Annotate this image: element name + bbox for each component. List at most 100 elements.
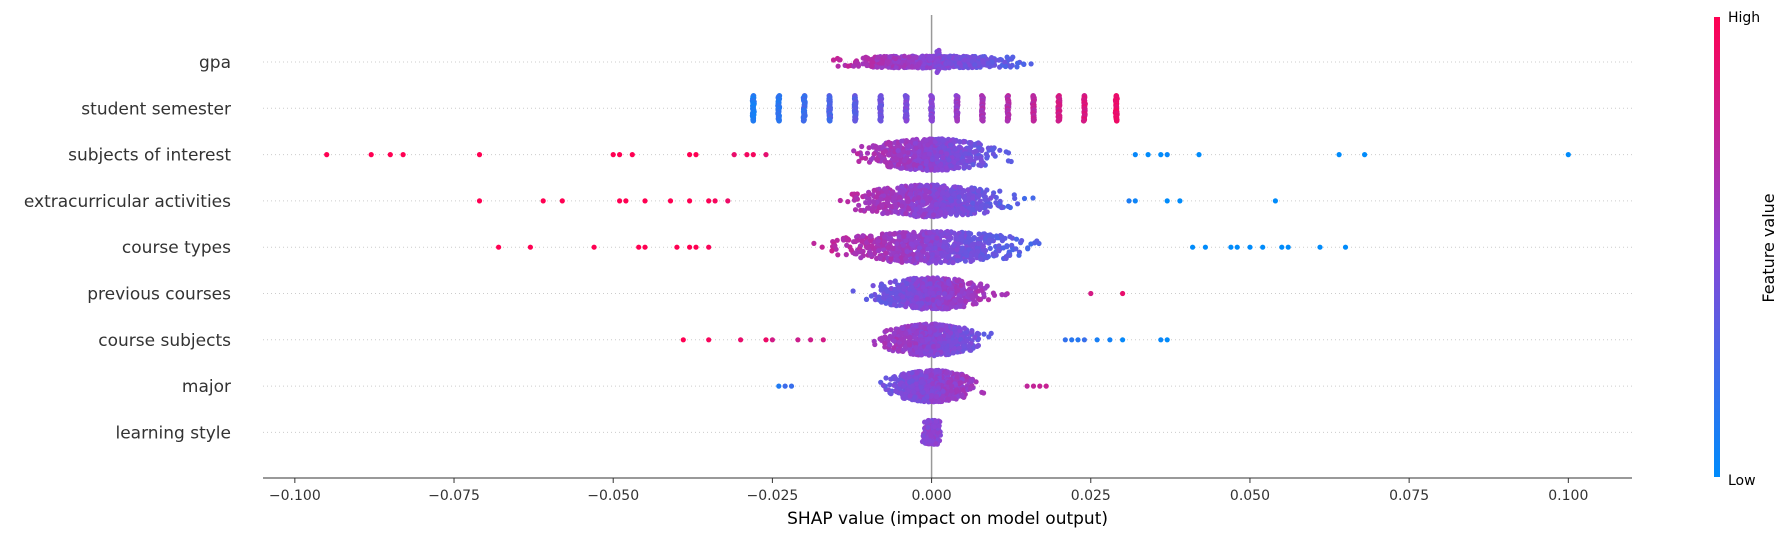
- point-course-types: [900, 242, 907, 248]
- point-course-types: [1032, 240, 1038, 246]
- point-subjects-of-interest: [864, 150, 871, 156]
- point-course-subjects: [891, 338, 897, 344]
- point-previous-courses: [911, 288, 917, 294]
- point-gpa: [869, 63, 875, 69]
- point-student-semester: [800, 118, 807, 124]
- point-previous-courses: [868, 293, 875, 299]
- point-extracurricular-activities: [948, 198, 955, 204]
- point-extracurricular-activities: [642, 198, 648, 204]
- point-course-subjects: [957, 328, 963, 334]
- point-course-subjects: [943, 345, 950, 351]
- point-extracurricular-activities: [953, 212, 960, 218]
- point-course-types: [829, 248, 835, 254]
- point-course-types: [1234, 244, 1240, 250]
- point-course-types: [894, 241, 900, 247]
- point-course-subjects: [1069, 337, 1075, 343]
- point-subjects-of-interest: [925, 142, 931, 148]
- point-course-types: [853, 238, 859, 245]
- point-extracurricular-activities: [907, 191, 914, 197]
- point-course-types: [819, 244, 825, 250]
- point-gpa: [835, 63, 841, 69]
- point-subjects-of-interest: [989, 147, 995, 153]
- point-course-types: [904, 249, 910, 255]
- point-extracurricular-activities: [1012, 195, 1018, 201]
- point-extracurricular-activities: [879, 203, 885, 209]
- point-gpa: [906, 54, 912, 60]
- point-course-subjects: [769, 337, 776, 343]
- point-previous-courses: [1120, 290, 1126, 297]
- point-extracurricular-activities: [845, 199, 851, 205]
- point-previous-courses: [936, 301, 942, 307]
- point-subjects-of-interest: [934, 153, 940, 159]
- point-course-types: [990, 251, 996, 257]
- point-subjects-of-interest: [936, 136, 942, 142]
- point-course-subjects: [981, 331, 987, 337]
- point-extracurricular-activities: [903, 210, 909, 217]
- point-extracurricular-activities: [923, 187, 929, 193]
- point-previous-courses: [990, 290, 997, 296]
- point-subjects-of-interest: [941, 144, 947, 150]
- point-course-types: [911, 257, 917, 263]
- point-subjects-of-interest: [882, 159, 888, 165]
- point-subjects-of-interest: [973, 155, 979, 161]
- point-previous-courses: [942, 305, 949, 311]
- point-extracurricular-activities: [908, 183, 914, 189]
- point-subjects-of-interest: [1158, 152, 1164, 158]
- point-extracurricular-activities: [934, 191, 941, 197]
- point-gpa: [980, 54, 986, 60]
- point-course-subjects: [938, 327, 944, 333]
- point-course-types: [527, 244, 534, 250]
- point-course-subjects: [795, 337, 801, 343]
- point-previous-courses: [883, 300, 889, 306]
- point-course-types: [875, 238, 881, 244]
- point-extracurricular-activities: [884, 197, 890, 203]
- point-subjects-of-interest: [863, 155, 869, 161]
- point-course-types: [999, 234, 1005, 240]
- point-subjects-of-interest: [962, 151, 969, 157]
- point-student-semester: [1080, 118, 1087, 124]
- point-previous-courses: [894, 295, 901, 301]
- point-course-types: [591, 244, 597, 250]
- point-student-semester: [903, 118, 910, 124]
- point-course-types: [996, 248, 1002, 254]
- point-gpa: [901, 53, 908, 59]
- point-previous-courses: [949, 300, 956, 306]
- point-subjects-of-interest: [1008, 158, 1014, 165]
- point-extracurricular-activities: [982, 196, 988, 202]
- point-extracurricular-activities: [975, 188, 981, 194]
- point-previous-courses: [930, 290, 936, 297]
- point-course-subjects: [927, 329, 933, 335]
- point-extracurricular-activities: [858, 207, 864, 213]
- point-subjects-of-interest: [744, 152, 750, 158]
- point-course-types: [986, 237, 993, 243]
- point-course-types: [888, 256, 894, 262]
- point-course-subjects: [914, 349, 921, 355]
- point-gpa: [851, 63, 857, 69]
- point-extracurricular-activities: [941, 202, 947, 208]
- point-course-types: [811, 240, 817, 246]
- point-extracurricular-activities: [687, 198, 693, 204]
- point-subjects-of-interest: [901, 157, 908, 164]
- point-subjects-of-interest: [983, 151, 990, 157]
- point-course-types: [693, 244, 699, 250]
- point-subjects-of-interest: [924, 167, 930, 173]
- point-course-types: [987, 245, 993, 251]
- point-previous-courses: [900, 294, 906, 300]
- point-subjects-of-interest: [854, 151, 861, 157]
- point-extracurricular-activities: [889, 190, 895, 196]
- point-subjects-of-interest: [1164, 152, 1170, 158]
- point-extracurricular-activities: [667, 198, 674, 204]
- point-subjects-of-interest: [976, 162, 982, 168]
- point-course-subjects: [961, 343, 967, 349]
- point-extracurricular-activities: [885, 210, 891, 216]
- point-extracurricular-activities: [933, 201, 940, 207]
- point-subjects-of-interest: [917, 165, 924, 171]
- point-subjects-of-interest: [961, 164, 967, 170]
- point-extracurricular-activities: [892, 195, 898, 201]
- point-subjects-of-interest: [629, 152, 635, 158]
- point-course-types: [496, 244, 502, 250]
- point-gpa: [893, 64, 899, 70]
- point-previous-courses: [913, 304, 919, 310]
- point-subjects-of-interest: [923, 137, 930, 143]
